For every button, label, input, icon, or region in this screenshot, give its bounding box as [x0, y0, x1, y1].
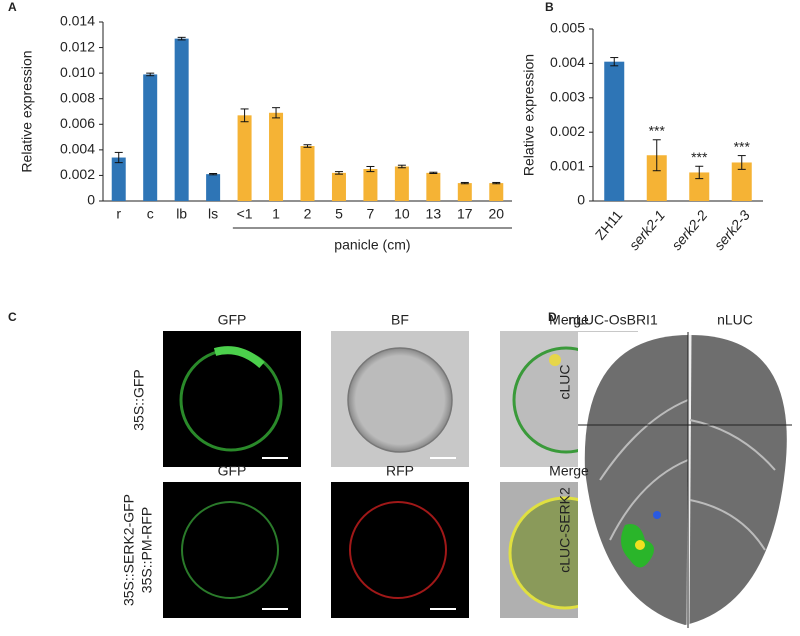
- row-label: 35S::PM-RFP: [139, 507, 155, 593]
- y-tick-label: 0.002: [550, 123, 585, 139]
- panel-label: D: [548, 310, 557, 324]
- bar: [237, 115, 252, 201]
- bar: [731, 162, 752, 201]
- group-label: panicle (cm): [334, 237, 410, 253]
- y-tick-label: 0.012: [60, 38, 95, 54]
- x-tick-label: 1: [272, 206, 280, 222]
- column-header: Merge: [549, 463, 589, 479]
- y-tick-label: 0.014: [60, 13, 95, 29]
- bar: [426, 172, 441, 201]
- x-tick-label: 5: [335, 206, 343, 222]
- panel-label: A: [8, 0, 17, 14]
- bar: [394, 166, 409, 201]
- y-axis-label: Relative expression: [521, 54, 537, 176]
- bar: [604, 61, 625, 202]
- bar: [489, 183, 504, 201]
- row-label: cLUC: [557, 364, 573, 399]
- column-header: nLUC: [717, 312, 753, 328]
- row-label: 35S::SERK2-GFP: [121, 494, 137, 606]
- x-tick-label: serk2-2: [668, 207, 710, 253]
- significance-label: ***: [691, 149, 708, 165]
- row-label: 35S::GFP: [131, 369, 147, 430]
- x-tick-label: 7: [367, 206, 375, 222]
- significance-label: ***: [734, 138, 751, 154]
- x-tick-label: serk2-1: [626, 207, 668, 253]
- bar: [111, 157, 126, 201]
- bar: [206, 174, 221, 201]
- bar: [143, 74, 158, 201]
- bar: [646, 155, 667, 201]
- bar: [363, 169, 378, 201]
- column-header: GFP: [218, 312, 247, 328]
- panel-label: C: [8, 310, 17, 324]
- x-tick-label: 17: [457, 206, 473, 222]
- significance-label: ***: [649, 122, 666, 138]
- panel-label: B: [545, 0, 554, 14]
- column-header: GFP: [218, 463, 247, 479]
- x-tick-label: serk2-3: [711, 207, 753, 253]
- x-tick-label: <1: [237, 206, 253, 222]
- y-tick-label: 0.006: [60, 115, 95, 131]
- y-tick-label: 0.003: [550, 89, 585, 105]
- x-tick-label: c: [147, 206, 154, 222]
- x-tick-label: 10: [394, 206, 410, 222]
- y-axis-label: Relative expression: [19, 50, 35, 172]
- y-tick-label: 0.004: [550, 54, 585, 70]
- x-tick-label: 20: [488, 206, 504, 222]
- y-tick-label: 0.004: [60, 141, 95, 157]
- row-label: cLUC-SERK2: [557, 487, 573, 573]
- x-tick-label: r: [116, 206, 121, 222]
- x-tick-label: 13: [426, 206, 442, 222]
- bar: [300, 146, 315, 201]
- bar: [174, 38, 189, 201]
- x-tick-label: ZH11: [592, 207, 626, 243]
- x-tick-label: ls: [208, 206, 218, 222]
- column-header: nLUC-OsBRI1: [568, 312, 658, 328]
- bar: [269, 112, 284, 201]
- column-header: RFP: [386, 463, 414, 479]
- x-tick-label: lb: [176, 206, 187, 222]
- y-tick-label: 0: [87, 192, 95, 208]
- y-tick-label: 0.005: [550, 20, 585, 36]
- y-tick-label: 0.008: [60, 89, 95, 105]
- column-header: Merge: [549, 312, 589, 328]
- bar: [689, 172, 710, 201]
- x-tick-label: 2: [304, 206, 312, 222]
- bar: [457, 183, 472, 201]
- y-tick-label: 0.002: [60, 166, 95, 182]
- leaf-image: [578, 332, 792, 628]
- y-tick-label: 0.001: [550, 157, 585, 173]
- column-header: BF: [391, 312, 409, 328]
- y-tick-label: 0: [577, 192, 585, 208]
- bar: [331, 172, 346, 201]
- y-tick-label: 0.010: [60, 64, 95, 80]
